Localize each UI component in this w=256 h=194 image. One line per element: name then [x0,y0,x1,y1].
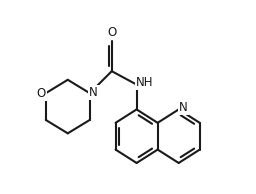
Text: N: N [89,86,98,99]
Text: N: N [179,101,188,114]
Text: O: O [36,87,46,100]
Text: O: O [107,26,116,39]
Text: NH: NH [136,76,153,89]
